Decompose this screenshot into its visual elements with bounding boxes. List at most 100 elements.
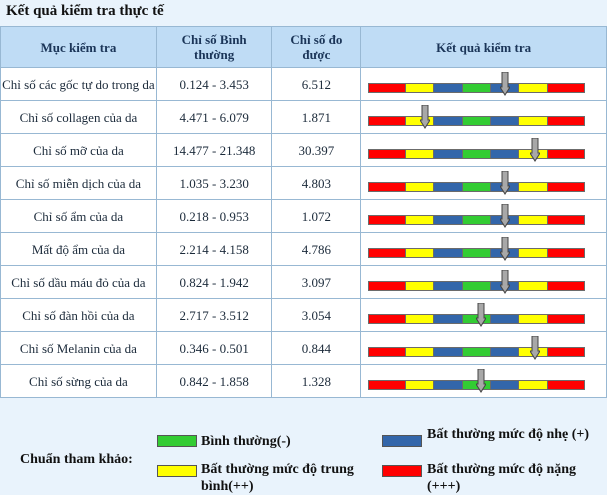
result-gauge [368,269,586,294]
table-row: Chỉ số collagen của da 4.471 - 6.079 1.871 [0,100,607,134]
gauge-segment-blue [434,248,463,258]
row-measured-value: 3.054 [271,298,362,332]
gauge-segment-blue [490,314,520,324]
row-test-name: Chỉ số sừng của da [0,364,157,398]
header-result: Kết quả kiểm tra [360,26,607,68]
legend-swatch-yellow [157,465,197,477]
down-arrow-marker-icon [499,203,511,228]
table-row: Chỉ số các gốc tự do trong da 0.124 - 3.4… [0,67,607,101]
gauge-segment-green [462,215,491,225]
gauge-segment-red [368,116,406,126]
gauge-segment-green [462,83,491,93]
table-row: Chỉ số Melanin của da 0.346 - 0.501 0.844 [0,331,607,365]
row-test-name: Chỉ số miễn dịch của da [0,166,157,200]
legend-title: Chuẩn tham khảo: [20,452,133,467]
result-gauge [368,71,586,96]
gauge-segment-red [547,215,586,225]
result-gauge [368,335,586,360]
gauge-segment-blue [490,347,520,357]
down-arrow-marker-icon [499,170,511,195]
down-arrow-marker-icon [529,137,542,162]
gauge-segment-red [368,182,406,192]
result-gauge [368,137,586,162]
legend-swatch-red [382,465,422,477]
gauge-segment-blue [490,380,520,390]
row-result-gauge-cell [360,331,607,365]
legend-label-mild: Bất thường mức độ nhẹ (+) [427,427,590,442]
row-measured-value: 30.397 [271,133,362,167]
row-result-gauge-cell [360,364,607,398]
row-normal-range: 0.218 - 0.953 [155,199,273,233]
gauge-segment-yellow [519,314,548,324]
gauge-segment-yellow [519,182,548,192]
row-measured-value: 0.844 [271,331,362,365]
gauge-segment-red [547,380,586,390]
gauge-segment-green [462,347,491,357]
result-gauge [368,170,586,195]
gauge-segment-green [462,182,491,192]
result-gauge [368,302,586,327]
row-result-gauge-cell [360,232,607,266]
gauge-segment-red [547,116,586,126]
table-row: Chỉ số ẩm của da 0.218 - 0.953 1.072 [0,199,607,233]
table-row: Chỉ số sừng của da 0.842 - 1.858 1.328 [0,364,607,398]
legend-swatch-blue [382,435,422,447]
gauge-segment-yellow [405,281,435,291]
gauge-segment-yellow [519,116,548,126]
row-normal-range: 0.824 - 1.942 [155,265,273,299]
gauge-segment-green [462,116,491,126]
row-measured-value: 1.871 [271,100,362,134]
gauge-segment-blue [434,281,463,291]
table-row: Mất độ ẩm của da 2.214 - 4.158 4.786 [0,232,607,266]
gauge-segment-red [368,149,406,159]
row-result-gauge-cell [360,67,607,101]
legend: Chuẩn tham khảo: Bình thường(-) Bất thườ… [0,410,607,494]
result-gauge [368,104,586,129]
row-normal-range: 2.214 - 4.158 [155,232,273,266]
gauge-segment-red [368,347,406,357]
row-measured-value: 4.786 [271,232,362,266]
down-arrow-marker-icon [499,71,511,96]
gauge-segment-yellow [405,380,435,390]
gauge-segment-blue [434,83,463,93]
legend-swatch-green [157,435,197,447]
gauge-segment-yellow [405,215,435,225]
gauge-segment-red [368,83,406,93]
gauge-segment-blue [434,347,463,357]
row-test-name: Chỉ số dầu máu đỏ của da [0,265,157,299]
row-normal-range: 1.035 - 3.230 [155,166,273,200]
row-result-gauge-cell [360,199,607,233]
gauge-segment-red [368,314,406,324]
header-measured-text: Chỉ số đo được [290,32,343,62]
gauge-segment-yellow [519,83,548,93]
gauge-segment-yellow [405,347,435,357]
row-normal-range: 0.124 - 3.453 [155,67,273,101]
row-measured-value: 3.097 [271,265,362,299]
gauge-segment-blue [434,380,463,390]
row-result-gauge-cell [360,133,607,167]
page-title: Kết quả kiểm tra thực tế [6,3,164,19]
down-arrow-marker-icon [418,104,431,129]
row-test-name: Chỉ số đàn hồi của da [0,298,157,332]
row-normal-range: 4.471 - 6.079 [155,100,273,134]
down-arrow-marker-icon [499,236,511,261]
row-test-name: Chỉ số collagen của da [0,100,157,134]
gauge-segment-red [368,248,406,258]
row-measured-value: 1.328 [271,364,362,398]
down-arrow-marker-icon [475,302,487,327]
legend-label-severe: Bất thường mức độ nặng (+++) [427,462,577,494]
row-normal-range: 0.842 - 1.858 [155,364,273,398]
table-row: Chỉ số miễn dịch của da 1.035 - 3.230 4.80… [0,166,607,200]
row-measured-value: 6.512 [271,67,362,101]
result-gauge [368,203,586,228]
gauge-segment-green [462,248,491,258]
table-row: Chỉ số mỡ của da 14.477 - 21.348 30.397 [0,133,607,167]
row-normal-range: 2.717 - 3.512 [155,298,273,332]
gauge-segment-yellow [405,83,435,93]
gauge-segment-blue [490,116,520,126]
table-row: Chỉ số đàn hồi của da 2.717 - 3.512 3.054 [0,298,607,332]
result-gauge [368,368,586,393]
row-result-gauge-cell [360,265,607,299]
gauge-segment-yellow [405,248,435,258]
gauge-segment-green [462,281,491,291]
